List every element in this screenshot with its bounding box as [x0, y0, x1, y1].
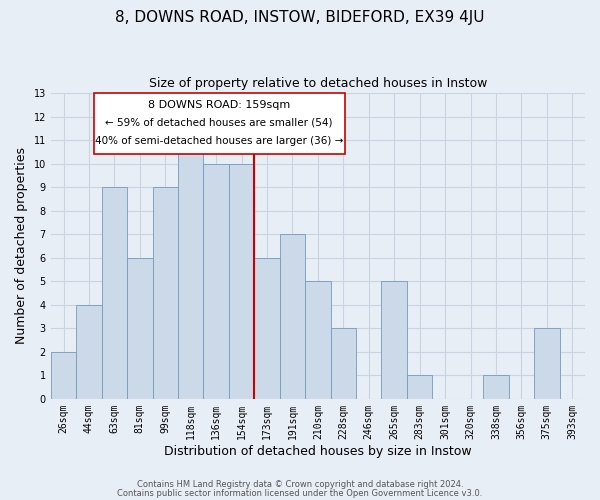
Bar	[382, 281, 407, 399]
Title: Size of property relative to detached houses in Instow: Size of property relative to detached ho…	[149, 78, 487, 90]
Bar	[101, 187, 127, 399]
Text: 8 DOWNS ROAD: 159sqm: 8 DOWNS ROAD: 159sqm	[148, 100, 290, 110]
Bar	[51, 352, 76, 399]
Bar	[178, 140, 203, 399]
Text: ← 59% of detached houses are smaller (54): ← 59% of detached houses are smaller (54…	[106, 118, 333, 128]
Text: 40% of semi-detached houses are larger (36) →: 40% of semi-detached houses are larger (…	[95, 136, 343, 146]
Bar	[331, 328, 356, 399]
X-axis label: Distribution of detached houses by size in Instow: Distribution of detached houses by size …	[164, 444, 472, 458]
Text: Contains HM Land Registry data © Crown copyright and database right 2024.: Contains HM Land Registry data © Crown c…	[137, 480, 463, 489]
Bar	[483, 376, 509, 399]
Bar	[305, 281, 331, 399]
Bar	[76, 304, 101, 399]
Bar	[407, 376, 433, 399]
Bar	[229, 164, 254, 399]
Bar	[534, 328, 560, 399]
Bar	[254, 258, 280, 399]
Bar	[152, 187, 178, 399]
Bar	[203, 164, 229, 399]
Y-axis label: Number of detached properties: Number of detached properties	[15, 148, 28, 344]
FancyBboxPatch shape	[94, 93, 344, 154]
Text: 8, DOWNS ROAD, INSTOW, BIDEFORD, EX39 4JU: 8, DOWNS ROAD, INSTOW, BIDEFORD, EX39 4J…	[115, 10, 485, 25]
Bar	[280, 234, 305, 399]
Bar	[127, 258, 152, 399]
Text: Contains public sector information licensed under the Open Government Licence v3: Contains public sector information licen…	[118, 489, 482, 498]
